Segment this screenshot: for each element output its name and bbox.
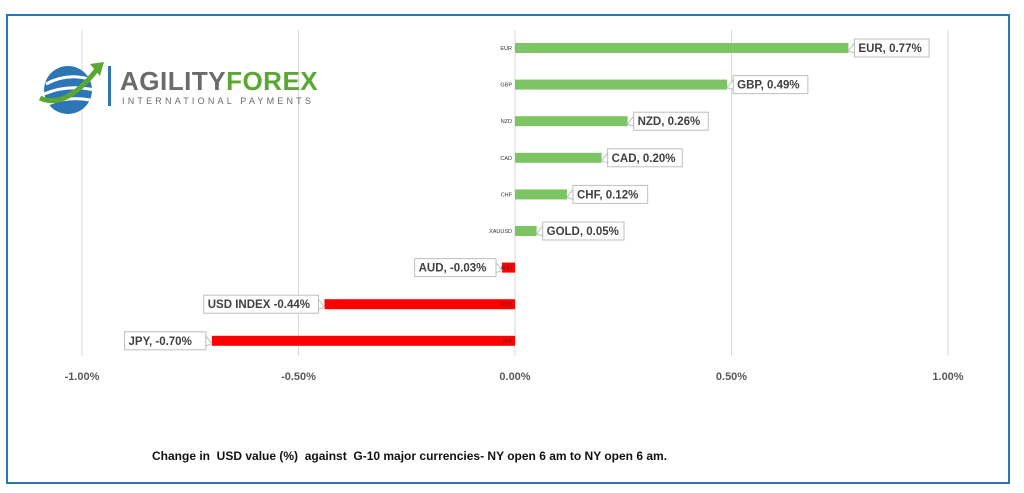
data-label: JPY, -0.70%	[129, 336, 192, 348]
data-label-pointer	[566, 187, 574, 201]
data-label: GOLD, 0.05%	[547, 226, 619, 238]
bar-aud	[502, 262, 515, 273]
globe-arrow-icon	[38, 62, 104, 114]
category-label: NZD	[501, 119, 512, 125]
bar-eur	[515, 43, 849, 53]
logo-subtitle: INTERNATIONAL PAYMENTS	[122, 96, 315, 106]
data-label-pointer	[205, 334, 213, 347]
x-tick-label: -1.00%	[65, 371, 100, 383]
category-label: AUD	[500, 266, 512, 272]
logo: AGILITYFOREX INTERNATIONAL PAYMENTS	[38, 58, 318, 118]
bar-xauusd	[515, 226, 537, 236]
data-label: AUD, -0.03%	[419, 263, 487, 275]
bar-jpy	[211, 335, 515, 346]
data-label-pointer	[317, 297, 326, 310]
x-tick-labels: -1.00% -0.50% 0.00% 0.50% 1.00%	[65, 371, 964, 383]
data-label: CHF, 0.12%	[577, 189, 638, 201]
bar-dxy	[324, 299, 515, 310]
bar-nzd	[515, 116, 628, 127]
bar-gbp	[515, 79, 728, 90]
chart-caption: Change in USD value (%) against G-10 maj…	[152, 449, 668, 463]
category-label: CAD	[500, 156, 512, 162]
data-label: EUR, 0.77%	[858, 43, 921, 55]
data-label-pointer	[626, 114, 635, 127]
category-label: DXY	[501, 302, 513, 308]
data-labels: EUR EUR, 0.77% GBP GBP, 0.49% NZD NZD, 0.26% C…	[124, 38, 930, 351]
data-label: NZD, 0.26%	[638, 116, 701, 128]
chart-frame	[6, 14, 1010, 484]
x-tick-label: 0.00%	[499, 371, 530, 383]
data-label-pointer	[535, 224, 544, 237]
data-label-pointer	[495, 261, 503, 274]
logo-wordmark: AGILITYFOREX	[120, 66, 319, 96]
x-tick-label: 1.00%	[932, 371, 963, 383]
logo-divider	[108, 66, 111, 106]
category-label: JPY	[502, 339, 512, 345]
bar-cad	[515, 152, 602, 163]
bar-chf	[515, 189, 567, 200]
x-tick-label: 0.50%	[716, 371, 747, 383]
category-label: GBP	[500, 83, 512, 89]
data-label: GBP, 0.49%	[737, 80, 799, 92]
data-label-pointer	[600, 151, 609, 164]
data-label-pointer	[847, 41, 855, 54]
data-label: CAD, 0.20%	[612, 153, 676, 165]
x-tick-label: -0.50%	[281, 371, 316, 383]
data-label: USD INDEX -0.44%	[208, 299, 310, 311]
category-label: EUR	[500, 46, 512, 52]
category-label: CHF	[501, 192, 513, 198]
category-label: XAUUSD	[489, 229, 512, 235]
bars	[211, 43, 849, 346]
data-label-pointer	[726, 78, 734, 91]
